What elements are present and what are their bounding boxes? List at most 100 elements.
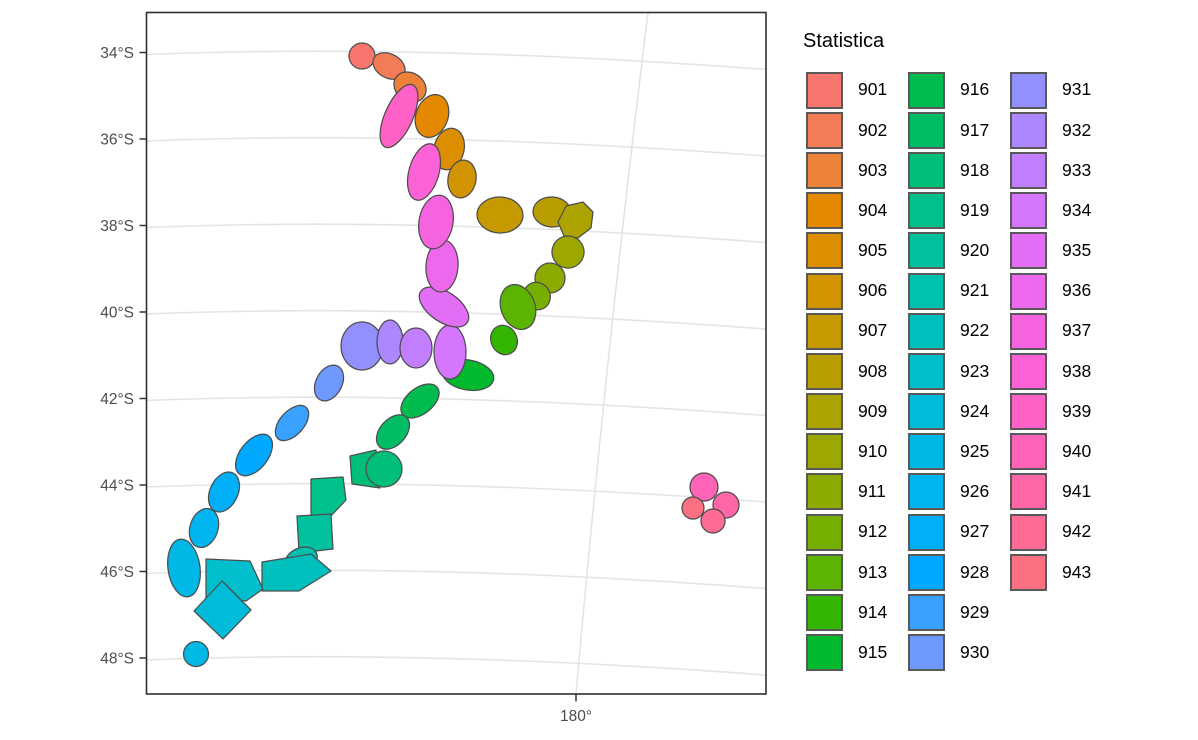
map-area-925 <box>167 538 201 598</box>
legend-label: 908 <box>858 360 888 381</box>
legend-label: 907 <box>858 320 888 341</box>
legend-swatch-930 <box>908 634 945 672</box>
legend-item-937: 937 <box>1010 311 1112 351</box>
map-area-901 <box>348 42 376 70</box>
map-area-932 <box>376 319 404 365</box>
legend-item-916: 916 <box>908 70 1010 110</box>
legend-item-919: 919 <box>908 191 1010 231</box>
legend-item-926: 926 <box>908 472 1010 512</box>
legend-label: 940 <box>1062 441 1092 462</box>
legend-swatch-922 <box>908 312 945 350</box>
gridline-parallel <box>146 396 767 417</box>
legend-swatch-937 <box>1010 312 1047 350</box>
map-area-933 <box>399 327 433 369</box>
y-tick-label: 42°S <box>100 391 134 408</box>
legend-label: 934 <box>1062 199 1092 220</box>
legend-swatch-940 <box>1010 433 1047 471</box>
legend-swatch-924 <box>908 393 945 431</box>
legend-label: 936 <box>1062 280 1092 301</box>
legend-label: 937 <box>1062 320 1092 341</box>
legend-label: 903 <box>858 159 888 180</box>
legend-label: 932 <box>1062 119 1092 140</box>
legend-swatch-910 <box>806 433 843 471</box>
legend-label: 906 <box>858 280 888 301</box>
legend-label: 922 <box>960 320 990 341</box>
legend-item-904: 904 <box>806 191 908 231</box>
legend-item-912: 912 <box>806 512 908 552</box>
legend-item-932: 932 <box>1010 110 1112 150</box>
gridline-meridian <box>575 12 649 695</box>
legend-swatch-918 <box>908 151 945 189</box>
map-area-913 <box>499 283 537 331</box>
y-tick-label: 40°S <box>100 305 134 322</box>
legend-item-918: 918 <box>908 150 1010 190</box>
legend-item-923: 923 <box>908 351 1010 391</box>
map-area-922 <box>261 553 332 592</box>
legend-swatch-919 <box>908 192 945 230</box>
map-area-926 <box>188 507 220 549</box>
legend-swatch-938 <box>1010 352 1047 390</box>
legend-label: 939 <box>1062 400 1092 421</box>
legend-swatch-941 <box>1010 473 1047 511</box>
legend-label: 921 <box>960 280 990 301</box>
legend-swatch-916 <box>908 71 945 109</box>
legend-swatch-917 <box>908 111 945 149</box>
x-tick-label: 180° <box>560 708 592 725</box>
legend-swatch-942 <box>1010 513 1047 551</box>
map-area-943 <box>681 496 705 520</box>
legend-swatch-907 <box>806 312 843 350</box>
legend-swatch-904 <box>806 192 843 230</box>
legend-swatch-943 <box>1010 553 1047 591</box>
legend-label: 923 <box>960 360 990 381</box>
legend-swatch-939 <box>1010 393 1047 431</box>
map-area-907 <box>476 196 524 234</box>
legend-item-915: 915 <box>806 633 908 673</box>
legend-label: 904 <box>858 199 888 220</box>
legend-item-907: 907 <box>806 311 908 351</box>
legend-swatch-908 <box>806 352 843 390</box>
legend-item-928: 928 <box>908 552 1010 592</box>
legend-column-2: 916 917 918 919 920 921 922 923 924 925 926 927 928 9… <box>908 70 1010 673</box>
legend-label: 902 <box>858 119 888 140</box>
legend-item-917: 917 <box>908 110 1010 150</box>
map-area-934 <box>433 324 467 380</box>
map-area-919 <box>310 476 347 519</box>
legend-item-913: 913 <box>806 552 908 592</box>
legend-label: 910 <box>858 441 888 462</box>
legend-label: 933 <box>1062 159 1092 180</box>
legend-label: 929 <box>960 601 990 622</box>
legend-item-911: 911 <box>806 472 908 512</box>
legend-label: 943 <box>1062 561 1092 582</box>
legend-item-920: 920 <box>908 231 1010 271</box>
legend-swatch-926 <box>908 473 945 511</box>
legend-item-933: 933 <box>1010 150 1112 190</box>
legend-label: 912 <box>858 521 888 542</box>
legend-swatch-913 <box>806 553 843 591</box>
legend-swatch-932 <box>1010 111 1047 149</box>
y-tick-label: 44°S <box>100 478 134 495</box>
map-area-924 <box>193 580 252 640</box>
legend-label: 924 <box>960 400 990 421</box>
legend-swatch-903 <box>806 151 843 189</box>
legend-label: 938 <box>1062 360 1092 381</box>
legend-swatch-914 <box>806 594 843 632</box>
legend-swatch-933 <box>1010 151 1047 189</box>
legend-item-935: 935 <box>1010 231 1112 271</box>
legend-item-908: 908 <box>806 351 908 391</box>
y-tick-label: 48°S <box>100 651 134 668</box>
legend-label: 930 <box>960 641 990 662</box>
legend-swatch-902 <box>806 111 843 149</box>
map-area-920 <box>296 513 334 554</box>
map-area-935 <box>418 286 470 328</box>
map-area-914 <box>489 324 519 356</box>
legend-item-922: 922 <box>908 311 1010 351</box>
legend-swatch-935 <box>1010 232 1047 270</box>
map-area-940 <box>689 472 719 502</box>
legend-swatch-911 <box>806 473 843 511</box>
legend-item-925: 925 <box>908 432 1010 472</box>
legend-swatch-934 <box>1010 192 1047 230</box>
legend-swatch-931 <box>1010 71 1047 109</box>
legend-item-914: 914 <box>806 592 908 632</box>
